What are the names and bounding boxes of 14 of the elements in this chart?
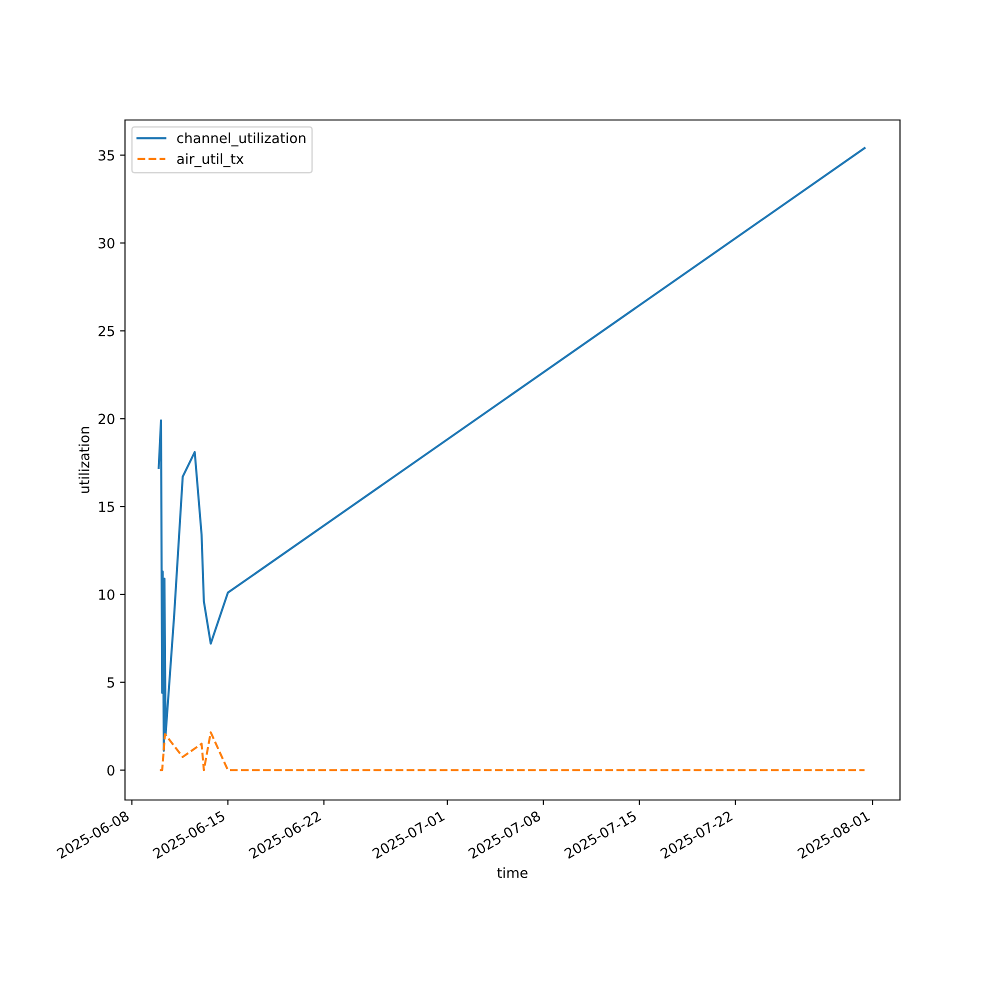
- legend-label: air_util_tx: [177, 153, 244, 168]
- y-tick-label: 0: [107, 765, 114, 776]
- line-series: [158, 147, 866, 752]
- line-series: [158, 731, 866, 772]
- y-tick-label: 5: [108, 677, 114, 688]
- y-tick-label: 20: [98, 414, 114, 424]
- y-tick-label: 10: [99, 589, 114, 600]
- y-tick-label: 25: [98, 326, 114, 336]
- y-axis-title: utilization: [78, 427, 90, 493]
- x-axis-title: time: [497, 867, 528, 878]
- legend-label: channel_utilization: [177, 132, 306, 146]
- y-tick-label: 30: [98, 238, 114, 248]
- y-tick-label: 15: [99, 502, 114, 512]
- y-tick-label: 35: [98, 150, 114, 161]
